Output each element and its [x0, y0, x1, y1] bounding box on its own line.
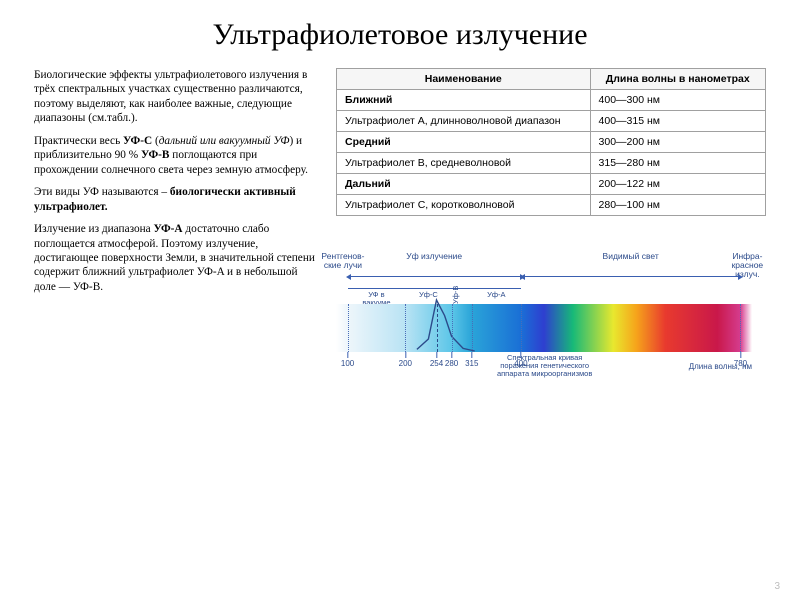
paragraph-4: Излучение из диапазона УФ-A достаточно с… — [34, 222, 322, 294]
spectrum-divider — [740, 304, 741, 352]
table-cell: 200—122 нм — [590, 174, 765, 195]
table-row: Ультрафиолет A, длинноволновой диапазон4… — [337, 111, 766, 132]
figure-column: Наименование Длина волны в нанометрах Бл… — [336, 68, 766, 380]
table-cell: 280—100 нм — [590, 195, 765, 216]
spectral-curve — [417, 300, 475, 351]
table-cell: Дальний — [337, 174, 591, 195]
text-column: Биологические эффекты ультрафиолетового … — [34, 68, 322, 380]
table-row: Ближний400—300 нм — [337, 90, 766, 111]
wavelength-table: Наименование Длина волны в нанометрах Бл… — [336, 68, 766, 216]
table-cell: 315—280 нм — [590, 153, 765, 174]
spectrum-region-label: Уф излучение — [399, 252, 469, 261]
table-cell: Ультрафиолет A, длинноволновой диапазон — [337, 111, 591, 132]
spectrum-subband-label: Уф-C — [405, 291, 451, 299]
spectrum-divider — [472, 304, 473, 352]
table-row: Средний300—200 нм — [337, 132, 766, 153]
paragraph-3: Эти виды УФ называются – биологически ак… — [34, 185, 322, 214]
curve-caption: Спектральная криваяпоражения генетическо… — [475, 354, 615, 378]
spectrum-tick: 100 — [341, 352, 354, 368]
table-header: Длина волны в нанометрах — [590, 69, 765, 90]
page-number: 3 — [774, 581, 780, 592]
table-cell: 400—300 нм — [590, 90, 765, 111]
page-title: Ультрафиолетовое излучение — [34, 18, 766, 52]
table-cell: Ультрафиолет B, средневолновой — [337, 153, 591, 174]
table-cell: 400—315 нм — [590, 111, 765, 132]
table-header: Наименование — [337, 69, 591, 90]
table-row: Ультрафиолет B, средневолновой315—280 нм — [337, 153, 766, 174]
spectrum-subband-label: Уф-B — [452, 284, 472, 306]
table-cell: Ультрафиолет C, коротковолновой — [337, 195, 591, 216]
spectrum-subband-label: Уф-A — [472, 291, 521, 299]
spectrum-divider — [405, 304, 406, 352]
spectrum-divider — [521, 304, 522, 352]
table-cell: 300—200 нм — [590, 132, 765, 153]
spectrum-span-arrow — [350, 276, 520, 277]
spectrum-tick: 254 — [430, 352, 443, 368]
spectrum-tick: 200 — [399, 352, 412, 368]
tick-254-dashed — [437, 304, 438, 352]
content-columns: Биологические эффекты ультрафиолетового … — [34, 68, 766, 380]
table-cell: Средний — [337, 132, 591, 153]
spectrum-span-arrow — [524, 276, 740, 277]
spectrum-region-label: Видимый свет — [596, 252, 666, 261]
table-row: Ультрафиолет C, коротковолновой280—100 н… — [337, 195, 766, 216]
paragraph-1: Биологические эффекты ультрафиолетового … — [34, 68, 322, 126]
spectrum-region-label: Рентгенов-ские лучи — [308, 252, 378, 270]
spectrum-diagram: Рентгенов-ские лучиУф излучениеВидимый с… — [336, 252, 766, 380]
axis-label: Длина волны, нм — [689, 362, 752, 371]
table-cell: Ближний — [337, 90, 591, 111]
spectrum-divider — [348, 304, 349, 352]
paragraph-2: Практически весь УФ-C (дальний или вакуу… — [34, 134, 322, 177]
spectrum-tick: 280 — [445, 352, 458, 368]
spectrum-divider — [452, 304, 453, 352]
table-row: Дальний200—122 нм — [337, 174, 766, 195]
